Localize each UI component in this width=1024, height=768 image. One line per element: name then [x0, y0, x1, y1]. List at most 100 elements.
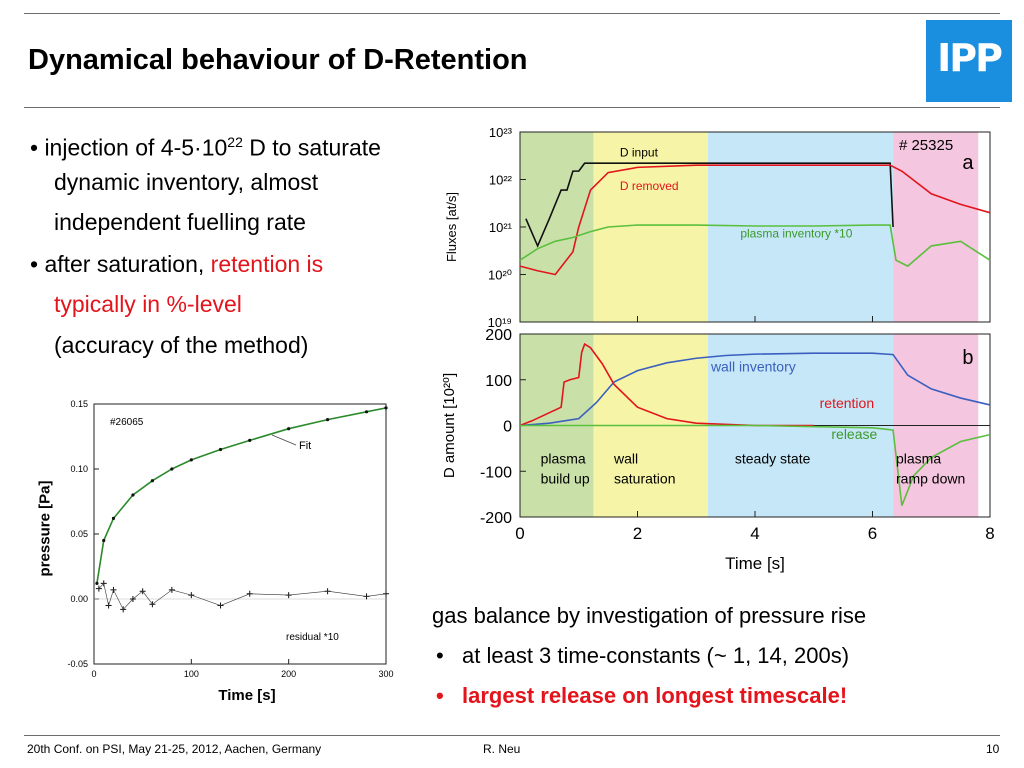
shot-label: # 25325 [899, 137, 953, 154]
panel-label: b [962, 347, 973, 369]
phase-label: plasma [541, 450, 586, 466]
fit-pointer [271, 434, 297, 446]
pressure-point [384, 406, 388, 410]
ipp-logo: IPP [926, 20, 1012, 102]
slide-title: Dynamical behaviour of D-Retention [28, 44, 528, 76]
x-tick-label: 4 [750, 524, 759, 543]
a-y-tick-label: 10²³ [489, 125, 513, 140]
pressure-point [248, 438, 252, 442]
x-axis-label: Time [s] [725, 554, 785, 573]
bullet-marker: • [436, 643, 444, 668]
footer-author: R. Neu [483, 742, 521, 756]
x-tick-label: 300 [378, 669, 393, 679]
x-tick-label: 100 [184, 669, 199, 679]
footer-page-number: 10 [986, 742, 1000, 756]
pressure-point [150, 479, 154, 483]
pressure-y-label: pressure [Pa] [36, 480, 54, 577]
b-y-tick-label: 200 [485, 327, 512, 344]
bullet-1-line-3: independent fuelling rate [54, 209, 306, 235]
pressure-rise-chart: pressure [Pa] -0.050.000.050.100.1501002… [67, 399, 393, 679]
series-label: plasma inventory *10 [740, 227, 852, 241]
x-tick-label: 8 [985, 524, 994, 543]
bullet-2-highlight: retention is [210, 251, 324, 277]
bullet-2-line-2: typically in %-level [54, 291, 242, 317]
pressure-point [170, 467, 174, 471]
pressure-x-label: Time [s] [218, 687, 276, 704]
b-y-axis-label: D amount [10²⁰] [441, 373, 458, 478]
flux-inventory-chart: 10¹⁹ 10²⁰ 10²¹ 10²² 10²³ -200 -100 0 100 200 0 2 4 6 8… [441, 125, 995, 573]
a-y-axis-label: Fluxes [at/s] [444, 192, 459, 262]
bullet-1: • injection of 4-5·1022 D to saturate [30, 122, 381, 168]
amount-line [519, 352, 991, 427]
pressure-point [95, 581, 99, 585]
pressure-point [287, 427, 291, 431]
gas-balance-block: gas balance by investigation of pressure… [432, 596, 866, 716]
pressure-point [218, 447, 223, 452]
gas-balance-intro: gas balance by investigation of pressure… [432, 603, 867, 628]
pressure-point [364, 410, 369, 414]
bullet-1-suffix: D to saturate [242, 134, 381, 161]
phase-label: saturation [614, 470, 675, 486]
phase-band-a [893, 132, 979, 322]
fit-annotation: Fit [299, 440, 311, 452]
flux-line [519, 224, 991, 268]
series-label: wall inventory [710, 359, 796, 375]
flux-line [525, 162, 894, 248]
pressure-point [326, 418, 330, 422]
gas-item-1: • at least 3 time-constants (~ 1, 14, 200… [432, 636, 866, 676]
amount-line [520, 424, 991, 506]
y-tick-label: 0.10 [70, 464, 88, 474]
bullet-marker: • [436, 683, 444, 708]
gas-item-1-text: at least 3 time-constants (~ 1, 14, 200s… [462, 643, 850, 668]
y-tick-label: 0.05 [70, 529, 88, 539]
residual-trace [98, 582, 387, 610]
shot-label: #26065 [110, 417, 144, 428]
b-y-tick-label: 100 [485, 373, 512, 390]
gas-item-2: • largest release on longest timescale! [432, 676, 866, 716]
series-label: release [831, 426, 877, 442]
phase-label: build up [541, 470, 590, 486]
logo-text: IPP [937, 36, 1003, 80]
bullet-2-line-3: (accuracy of the method) [54, 332, 309, 358]
top-rule [24, 13, 1000, 14]
b-y-tick-label: -100 [480, 464, 512, 481]
series-label: retention [820, 395, 874, 411]
y-tick-label: 0.15 [70, 399, 88, 409]
a-y-tick-label: 10²² [489, 173, 513, 188]
amount-line [519, 342, 814, 427]
x-tick-label: 200 [281, 669, 296, 679]
pressure-point [131, 493, 135, 497]
a-y-tick-label: 10²⁰ [488, 268, 512, 283]
series-label: D removed [620, 179, 679, 193]
y-tick-label: 0.00 [70, 594, 88, 604]
y-tick-label: -0.05 [67, 659, 88, 669]
pressure-point [111, 516, 116, 520]
pressure-point [189, 458, 193, 462]
a-y-tick-label: 10²¹ [489, 220, 513, 235]
bullet-1-prefix: • injection of 4-5·10 [30, 134, 228, 161]
phase-label: steady state [735, 450, 811, 466]
b-y-tick-label: 0 [503, 419, 512, 436]
footer-conference: 20th Conf. on PSI, May 21-25, 2012, Aach… [27, 742, 322, 756]
panel-label: a [962, 152, 974, 174]
footer-rule [24, 735, 1000, 736]
x-tick-label: 0 [515, 524, 524, 543]
residual-annotation: residual *10 [286, 632, 339, 643]
bullet-2: • after saturation, retention is [30, 244, 323, 284]
gas-item-2-text: largest release on longest timescale! [462, 683, 848, 708]
flux-line [519, 164, 991, 276]
pressure-point [102, 538, 106, 543]
b-y-tick-label: -200 [480, 510, 512, 527]
x-tick-label: 6 [868, 524, 877, 543]
phase-label: wall [613, 450, 638, 466]
plot-frame [93, 403, 387, 665]
x-tick-label: 2 [633, 524, 642, 543]
bullet-1-exponent: 22 [227, 134, 243, 150]
series-label: D input [620, 145, 659, 159]
phase-label: ramp down [896, 470, 965, 486]
x-tick-label: 0 [91, 669, 96, 679]
bullet-2-prefix: • after saturation, [30, 251, 211, 277]
a-y-tick-label: 10¹⁹ [488, 315, 512, 330]
phase-label: plasma [896, 450, 941, 466]
title-rule [24, 107, 1000, 108]
